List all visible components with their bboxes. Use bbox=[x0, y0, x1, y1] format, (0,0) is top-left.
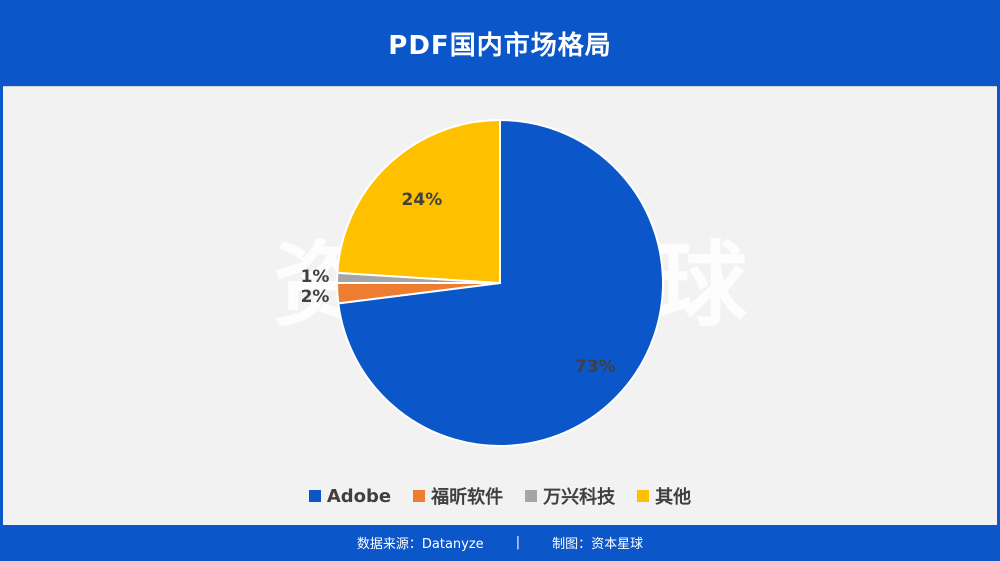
legend-label-4: 其他 bbox=[655, 487, 692, 508]
chart-panel: 资 球 73% 2% 1% 24% Adobe 福昕软件 万兴科技 其他 bbox=[3, 86, 997, 525]
pie-slices bbox=[335, 118, 664, 447]
pie-data-label-2: 2% bbox=[301, 287, 330, 307]
pie-chart: 73% 2%1% 24% bbox=[301, 118, 664, 447]
legend-swatch-1 bbox=[308, 490, 321, 502]
legend-item-1: Adobe bbox=[308, 483, 392, 509]
legend-item-4: 其他 bbox=[637, 483, 691, 509]
legend-swatch-3 bbox=[525, 490, 538, 502]
pie-data-label-4: 24% bbox=[402, 190, 443, 210]
footer-separator: | bbox=[515, 535, 521, 550]
chart-legend: Adobe 福昕软件 万兴科技 其他 bbox=[3, 483, 997, 509]
pie-data-label-1: 73% bbox=[575, 357, 616, 377]
legend-label-1: Adobe bbox=[326, 485, 392, 507]
legend-item-2: 福昕软件 bbox=[413, 483, 503, 509]
footer-producer: 制图：资本星球 bbox=[552, 537, 644, 552]
legend-label-2: 福昕软件 bbox=[431, 487, 504, 508]
footer-source: 数据来源：Datanyze bbox=[356, 537, 484, 552]
legend-swatch-4 bbox=[637, 490, 650, 502]
pie-slice-4 bbox=[336, 118, 501, 285]
footer: 数据来源：Datanyze | 制图：资本星球 bbox=[0, 524, 1000, 561]
legend-swatch-2 bbox=[413, 490, 426, 502]
chart-title: PDF国内市场格局 bbox=[388, 30, 612, 61]
legend-item-3: 万兴科技 bbox=[525, 483, 615, 509]
pie-labels: 73% 2%1% 24% bbox=[301, 190, 616, 377]
legend-label-3: 万兴科技 bbox=[543, 487, 616, 508]
pie-data-label-3: 1% bbox=[301, 267, 330, 287]
